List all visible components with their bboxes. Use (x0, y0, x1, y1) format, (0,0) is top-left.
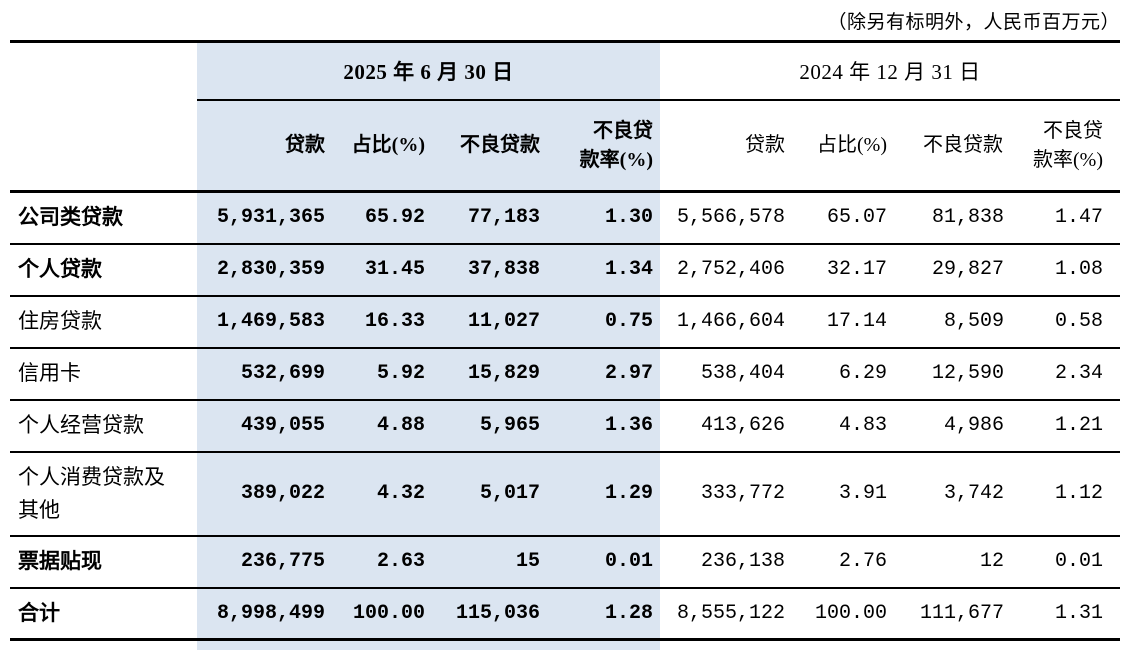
label-column-spacer (10, 100, 197, 193)
loan-quality-table: 2025 年 6 月 30 日 2024 年 12 月 31 日 贷款 占比(%… (10, 40, 1120, 641)
col-header-loans-2024: 贷款 (660, 100, 790, 193)
table-row-consumer-loans-other: 个人消费贷款及其他 389,022 4.32 5,017 1.29 333,77… (10, 451, 1120, 536)
cell-npl-2025: 11,027 (430, 295, 545, 348)
cell-share-2025: 4.88 (330, 399, 430, 452)
cell-loans-2025: 5,931,365 (197, 191, 330, 244)
table-row-total: 合计 8,998,499 100.00 115,036 1.28 8,555,1… (10, 587, 1120, 640)
cell-npl-2024: 12,590 (931, 362, 1004, 385)
cell-npl-2024: 12 (979, 550, 1004, 573)
cell-loans-2025: 532,699 (197, 347, 330, 400)
cell-loans-2024: 236,138 (700, 550, 785, 573)
cell-ratio-2024: 1.31 (1054, 601, 1103, 625)
cell-share-2024: 4.83 (838, 414, 887, 437)
cell-npl-2024: 29,827 (931, 258, 1004, 281)
cell-npl-2024: 81,838 (931, 206, 1004, 230)
cell-loans-2025: 8,998,499 (197, 587, 330, 640)
row-label: 个人经营贷款 (18, 413, 144, 438)
cell-npl-2024: 111,677 (919, 601, 1004, 625)
cell-share-2024: 17.14 (826, 310, 887, 333)
row-label: 公司类贷款 (18, 205, 123, 230)
cell-share-2024: 100.00 (814, 601, 887, 625)
col-header-share-2024: 占比(%) (790, 100, 892, 193)
cell-share-2024: 6.29 (838, 362, 887, 385)
cell-npl-2024: 3,742 (943, 482, 1004, 505)
cell-npl-2025: 5,965 (430, 399, 545, 452)
cell-ratio-2024: 1.21 (1054, 414, 1103, 437)
cell-share-2025: 4.32 (330, 451, 430, 536)
cell-npl-2025: 37,838 (430, 243, 545, 296)
cell-npl-2024: 8,509 (943, 310, 1004, 333)
cell-loans-2024: 8,555,122 (676, 601, 785, 625)
cell-loans-2025: 2,830,359 (197, 243, 330, 296)
cell-loans-2024: 5,566,578 (676, 206, 785, 230)
cell-npl-2025: 77,183 (430, 191, 545, 244)
cell-ratio-2025: 1.34 (545, 243, 660, 296)
table-row-credit-card: 信用卡 532,699 5.92 15,829 2.97 538,404 6.2… (10, 347, 1120, 400)
column-header-row: 贷款 占比(%) 不良贷款 不良贷 款率(%) 贷款 占比(%) 不良贷款 不良… (10, 100, 1120, 193)
period-header-2025: 2025 年 6 月 30 日 (197, 41, 660, 101)
cell-loans-2024: 333,772 (700, 482, 785, 505)
col-header-npl-2025: 不良贷款 (430, 100, 545, 193)
cell-npl-2025: 115,036 (430, 587, 545, 640)
period-header-row: 2025 年 6 月 30 日 2024 年 12 月 31 日 (10, 41, 1120, 101)
cell-ratio-2024: 2.34 (1054, 362, 1103, 385)
row-label: 信用卡 (18, 361, 81, 386)
cell-ratio-2025: 1.28 (545, 587, 660, 640)
cell-ratio-2024: 0.01 (1054, 550, 1103, 573)
row-label: 个人消费贷款及其他 (18, 464, 165, 522)
unit-note: （除另有标明外，人民币百万元） (827, 12, 1120, 33)
row-label: 合计 (18, 600, 60, 625)
cell-share-2025: 16.33 (330, 295, 430, 348)
cell-ratio-2024: 1.12 (1054, 482, 1103, 505)
period-header-2024: 2024 年 12 月 31 日 (660, 41, 1120, 101)
cell-share-2024: 2.76 (838, 550, 887, 573)
highlight-column-overflow (197, 641, 660, 650)
cell-ratio-2024: 0.58 (1054, 310, 1103, 333)
cell-loans-2025: 439,055 (197, 399, 330, 452)
col-header-npl-ratio-2025: 不良贷 款率(%) (545, 100, 660, 193)
cell-loans-2024: 538,404 (700, 362, 785, 385)
row-label: 票据贴现 (18, 549, 102, 574)
cell-share-2024: 3.91 (838, 482, 887, 505)
cell-share-2025: 31.45 (330, 243, 430, 296)
cell-npl-2025: 15,829 (430, 347, 545, 400)
cell-ratio-2024: 1.47 (1054, 206, 1103, 230)
row-label: 住房贷款 (18, 309, 102, 334)
cell-ratio-2025: 1.30 (545, 191, 660, 244)
row-label: 个人贷款 (18, 257, 102, 282)
cell-share-2024: 32.17 (826, 258, 887, 281)
col-header-npl-2024: 不良贷款 (892, 100, 1008, 193)
cell-loans-2024: 2,752,406 (676, 258, 785, 281)
corner-spacer (10, 42, 197, 101)
table-row-housing-loans: 住房贷款 1,469,583 16.33 11,027 0.75 1,466,6… (10, 295, 1120, 348)
cell-ratio-2025: 0.75 (545, 295, 660, 348)
cell-loans-2024: 1,466,604 (676, 310, 785, 333)
cell-share-2025: 2.63 (330, 535, 430, 588)
cell-ratio-2025: 1.36 (545, 399, 660, 452)
cell-npl-2025: 5,017 (430, 451, 545, 536)
cell-share-2025: 65.92 (330, 191, 430, 244)
cell-share-2025: 100.00 (330, 587, 430, 640)
col-header-loans-2025: 贷款 (197, 100, 330, 193)
col-header-npl-ratio-2024: 不良贷 款率(%) (1008, 100, 1120, 193)
cell-ratio-2024: 1.08 (1054, 258, 1103, 281)
cell-npl-2024: 4,986 (943, 414, 1004, 437)
cell-npl-2025: 15 (430, 535, 545, 588)
cell-share-2025: 5.92 (330, 347, 430, 400)
cell-loans-2024: 413,626 (700, 414, 785, 437)
cell-ratio-2025: 1.29 (545, 451, 660, 536)
table-row-discounted-bills: 票据贴现 236,775 2.63 15 0.01 236,138 2.76 1… (10, 535, 1120, 588)
table-row-personal-loans: 个人贷款 2,830,359 31.45 37,838 1.34 2,752,4… (10, 243, 1120, 296)
cell-ratio-2025: 2.97 (545, 347, 660, 400)
col-header-share-2025: 占比(%) (330, 100, 430, 193)
cell-loans-2025: 389,022 (197, 451, 330, 536)
cell-ratio-2025: 0.01 (545, 535, 660, 588)
table-row-corporate-loans: 公司类贷款 5,931,365 65.92 77,183 1.30 5,566,… (10, 191, 1120, 244)
cell-loans-2025: 1,469,583 (197, 295, 330, 348)
table-row-personal-business-loans: 个人经营贷款 439,055 4.88 5,965 1.36 413,626 4… (10, 399, 1120, 452)
cell-share-2024: 65.07 (826, 206, 887, 230)
cell-loans-2025: 236,775 (197, 535, 330, 588)
